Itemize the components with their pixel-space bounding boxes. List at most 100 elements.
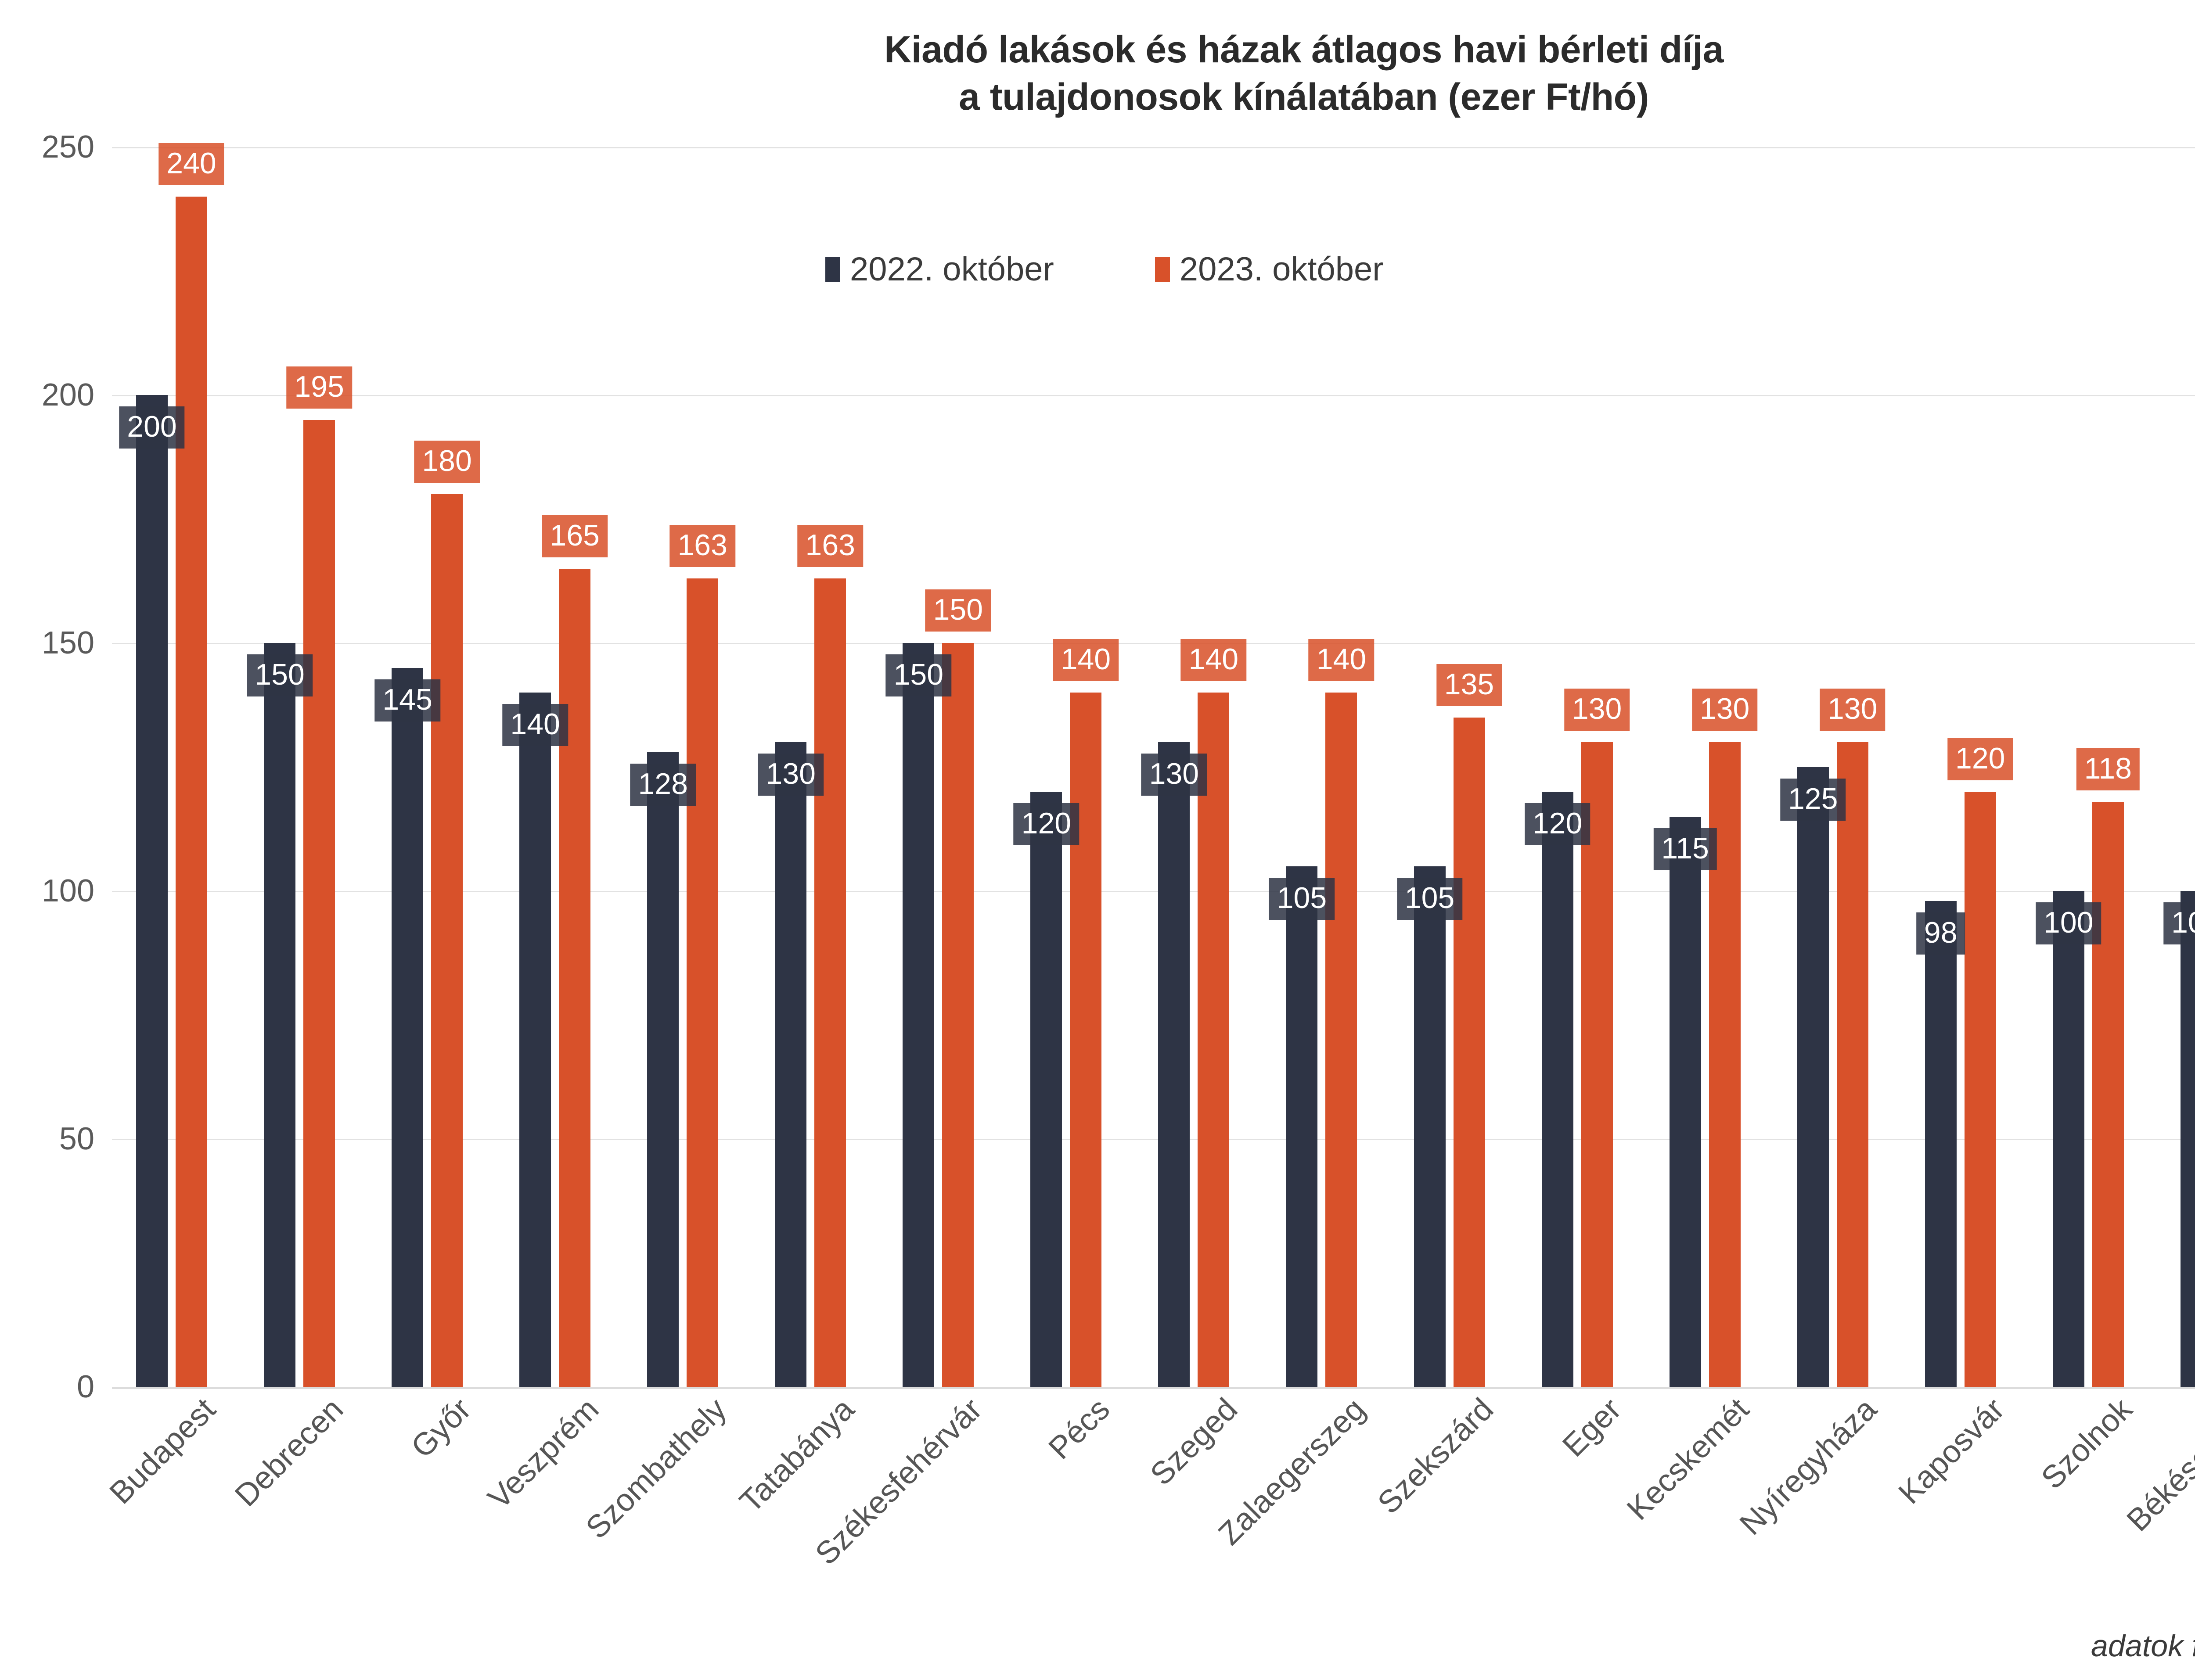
bar-group: 180 145 (374, 147, 480, 1387)
bar-2022[interactable] (1541, 792, 1573, 1387)
legend-label-2023: 2023. október (1179, 251, 1384, 288)
bar-2022[interactable] (647, 752, 679, 1387)
y-tick-label: 100 (41, 873, 94, 908)
chart-legend: 2022. október 2023. október (825, 250, 1384, 288)
bar-group: 240 200 (119, 143, 224, 1387)
bar-2022[interactable] (903, 643, 935, 1387)
plot-area: 240 200 195 150 180 145 165 140 163 128 163 130 150 1… (112, 143, 2195, 1389)
data-label-2023: 130 (1691, 689, 1758, 731)
data-label-2022: 100 (2036, 902, 2101, 944)
bar-group: 135 105 (1396, 147, 1502, 1387)
bar-2022[interactable] (1925, 901, 1957, 1387)
gridline-250 (112, 147, 2195, 148)
bar-2023[interactable] (1964, 792, 1996, 1387)
gridline-200 (112, 395, 2195, 396)
x-tick-label: Veszprém (481, 1391, 606, 1516)
y-tick-label: 250 (41, 129, 94, 165)
data-label-2022: 130 (1141, 754, 1207, 796)
data-label-2023: 130 (1564, 689, 1630, 731)
data-label-2023: 140 (1053, 639, 1119, 681)
data-label-2023: 120 (1947, 738, 2013, 780)
bar-2023[interactable] (1836, 742, 1868, 1387)
data-label-2023: 163 (797, 525, 863, 567)
legend-swatch-icon-2022 (825, 257, 840, 282)
bar-2023[interactable] (1581, 742, 1613, 1387)
x-tick-label: Nyíregyháza (1733, 1391, 1883, 1542)
x-tick-label: Debrecen (228, 1391, 350, 1514)
data-label-2022: 150 (885, 654, 952, 696)
bar-2023[interactable] (814, 578, 846, 1387)
data-label-2022: 130 (758, 754, 824, 796)
bar-2022[interactable] (775, 742, 807, 1387)
bar-group: 195 150 (247, 147, 352, 1387)
data-label-2023: 150 (925, 589, 991, 632)
data-label-2023: 130 (1819, 689, 1886, 731)
bar-2023[interactable] (687, 578, 719, 1387)
gridline-150 (112, 643, 2195, 644)
data-label-2023: 163 (669, 525, 735, 567)
data-label-2022: 150 (247, 654, 313, 696)
data-label-2022: 115 (1653, 828, 1717, 870)
data-label-2022: 128 (630, 763, 696, 806)
y-tick-label: 50 (59, 1121, 94, 1156)
bar-2023[interactable] (176, 197, 207, 1387)
bar-2022[interactable] (1286, 866, 1318, 1387)
x-tick-label: Szeged (1144, 1391, 1245, 1492)
bar-group: 163 130 (758, 147, 863, 1387)
data-label-2022: 125 (1780, 778, 1846, 821)
bar-2022[interactable] (392, 668, 424, 1387)
bar-2022[interactable] (1414, 866, 1446, 1387)
data-label-2022: 200 (119, 406, 185, 449)
title-line-1: Kiadó lakások és házak átlagos havi bérl… (884, 29, 1724, 71)
bar-group: 163 128 (630, 147, 735, 1387)
bar-2022[interactable] (519, 693, 551, 1387)
bar-group: 102100 (2163, 147, 2195, 1387)
bar-2023[interactable] (1198, 693, 1230, 1387)
x-tick-label: Szolnok (2034, 1391, 2139, 1496)
title-line-2: a tulajdonosok kínálatában (ezer Ft/hó) (959, 75, 1649, 118)
bar-2023[interactable] (303, 420, 335, 1387)
source-note: adatok forrása: adat.ingatlan.com (2091, 1629, 2195, 1663)
bar-2023[interactable] (431, 494, 463, 1387)
data-label-2023: 180 (414, 441, 480, 483)
y-tick-label: 0 (76, 1369, 94, 1404)
bar-group: 130 115 (1653, 147, 1758, 1387)
x-tick-label: Szekszárd (1371, 1391, 1500, 1521)
x-tick-label: Budapest (103, 1391, 223, 1511)
gridline-50 (112, 1139, 2195, 1140)
y-axis: 0 50 100 150 200 250 (0, 129, 94, 1404)
bar-2022[interactable] (1669, 816, 1701, 1387)
bar-2023[interactable] (1325, 693, 1357, 1387)
bar-2022[interactable] (1797, 767, 1829, 1387)
bar-2023[interactable] (942, 643, 974, 1387)
bar-2022[interactable] (2052, 891, 2084, 1387)
data-label-2022: 120 (1524, 803, 1590, 845)
x-tick-label: Pécs (1042, 1391, 1117, 1466)
bar-2023[interactable] (1070, 693, 1102, 1387)
bar-2023[interactable] (2092, 801, 2124, 1387)
gridline-0 (112, 1387, 2195, 1389)
legend-item-2023[interactable]: 2023. október (1155, 250, 1384, 288)
bar-group: 130 125 (1780, 147, 1886, 1387)
x-tick-label: Kaposvár (1892, 1391, 2011, 1511)
data-label-2022: 120 (1013, 803, 1080, 845)
bar-2022[interactable] (264, 643, 296, 1387)
x-tick-label: Eger (1555, 1391, 1628, 1464)
y-tick-label: 150 (41, 625, 94, 661)
bar-2022[interactable] (2180, 891, 2195, 1387)
data-label-2023: 195 (286, 366, 352, 409)
bar-2022[interactable] (1158, 742, 1190, 1387)
bar-group: 140 130 (1141, 147, 1247, 1387)
data-label-2023: 165 (542, 515, 608, 557)
data-label-2022: 140 (502, 704, 568, 746)
bar-2022[interactable] (1030, 792, 1062, 1387)
bar-group: 118 100 (2036, 147, 2140, 1387)
bar-2023[interactable] (559, 568, 591, 1387)
bar-group: 140 105 (1269, 147, 1375, 1387)
bar-2022[interactable] (136, 395, 168, 1387)
data-label-2023: 140 (1308, 639, 1375, 681)
legend-item-2022[interactable]: 2022. október (825, 250, 1054, 288)
bar-2023[interactable] (1453, 717, 1485, 1387)
x-tick-label: Kecskemét (1620, 1391, 1756, 1527)
